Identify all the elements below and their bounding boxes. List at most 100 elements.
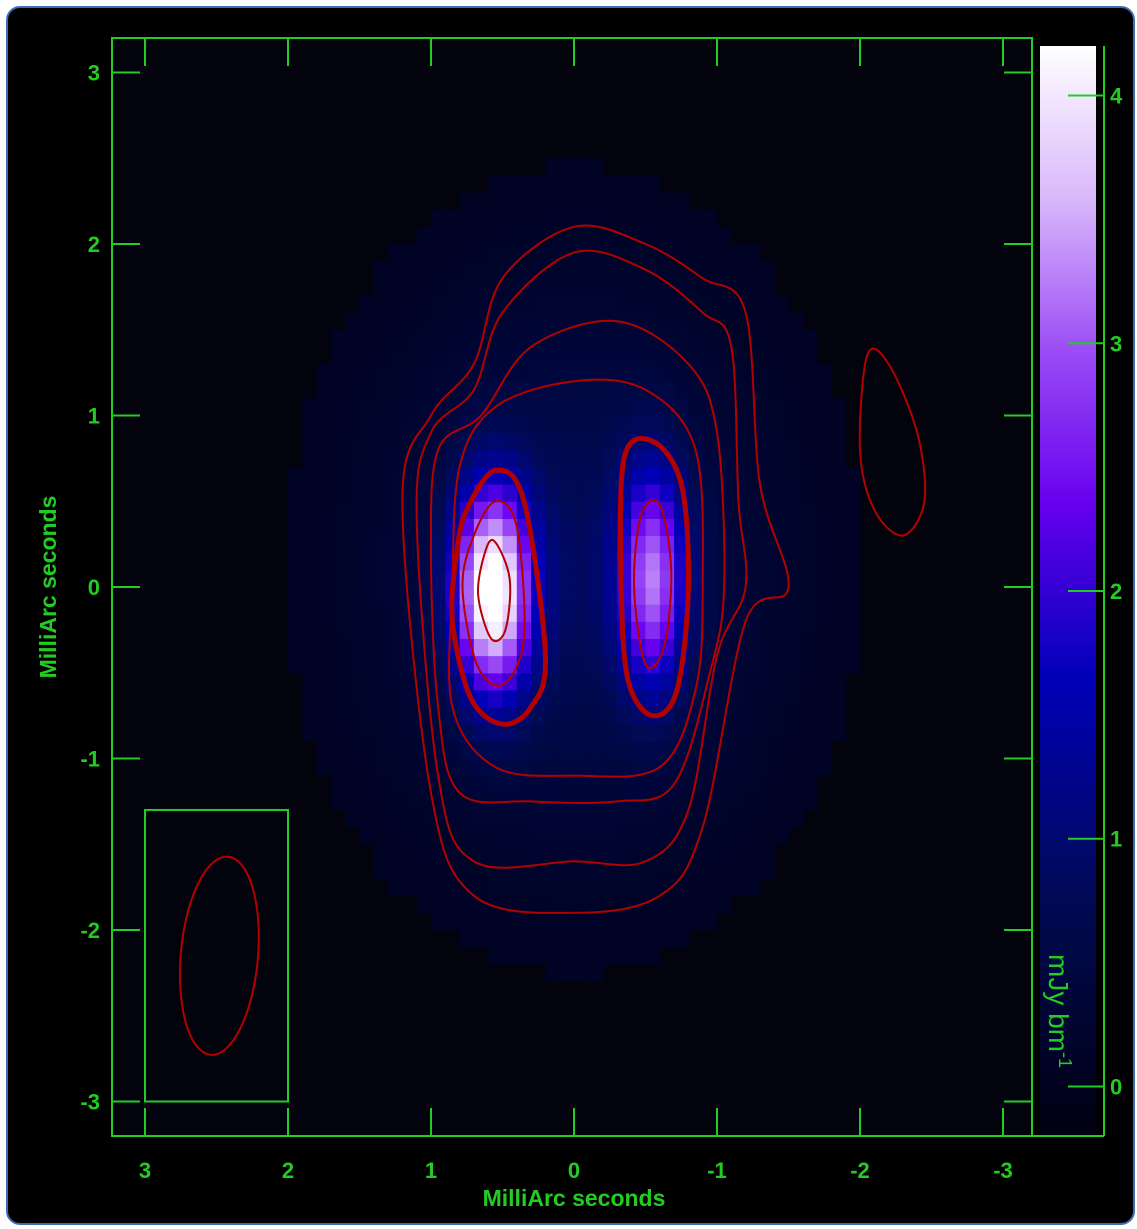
heatmap-cell xyxy=(759,689,775,708)
heatmap-cell xyxy=(531,364,546,382)
heatmap-cell xyxy=(659,792,675,811)
heatmap-cell xyxy=(330,364,346,382)
heatmap-cell xyxy=(345,792,361,811)
heatmap-cell xyxy=(516,655,532,674)
heatmap-cell xyxy=(702,724,718,742)
heatmap-cell xyxy=(402,501,418,519)
heatmap-cell xyxy=(759,261,775,279)
heatmap-cell xyxy=(373,278,389,297)
heatmap-cell xyxy=(616,295,632,314)
heatmap-cell xyxy=(445,244,461,262)
heatmap-cell xyxy=(831,689,847,708)
heatmap-cell xyxy=(717,861,732,880)
heatmap-cell xyxy=(631,484,647,502)
colorbar-label: mJy bm-1 xyxy=(1043,954,1075,1068)
heatmap-cell xyxy=(488,775,504,794)
heatmap-cell xyxy=(473,587,489,605)
figure-frame: 3 2 1 0 -1 -2 -3 3 2 1 0 -1 -2 -3 0 1 2 3 4 MilliArc seco… xyxy=(6,6,1135,1225)
heatmap-cell xyxy=(330,484,346,502)
heatmap-cell xyxy=(373,861,389,880)
heatmap-cell xyxy=(588,209,604,228)
heatmap-cell xyxy=(431,775,446,794)
heatmap-cell xyxy=(674,312,689,331)
heatmap-cell xyxy=(473,655,489,674)
heatmap-cell xyxy=(516,192,532,211)
heatmap-cell xyxy=(373,707,389,725)
heatmap-cell xyxy=(717,655,732,674)
heatmap-cell xyxy=(674,878,689,897)
heatmap-cell xyxy=(788,604,804,622)
heatmap-cell xyxy=(645,381,661,399)
heatmap-cell xyxy=(388,604,403,622)
heatmap-cell xyxy=(674,415,689,434)
heatmap-cell xyxy=(674,809,689,828)
colorbar-tick-label: 1 xyxy=(1110,827,1122,852)
heatmap-cell xyxy=(559,827,575,845)
heatmap-cell xyxy=(817,552,832,571)
heatmap-cell xyxy=(717,381,732,399)
heatmap-cell xyxy=(488,364,504,382)
heatmap-cell xyxy=(316,381,332,399)
heatmap-cell xyxy=(574,775,589,794)
heatmap-cell xyxy=(516,895,532,914)
heatmap-cell xyxy=(588,844,604,862)
heatmap-cell xyxy=(488,741,504,760)
heatmap-cell xyxy=(659,192,675,211)
heatmap-cell xyxy=(516,758,532,777)
heatmap-cell xyxy=(559,964,575,982)
heatmap-cell xyxy=(459,912,475,931)
heatmap-cell xyxy=(588,724,604,742)
heatmap-cell xyxy=(402,398,418,417)
heatmap-cell xyxy=(559,484,575,502)
heatmap-cell xyxy=(559,175,575,194)
heatmap-cell xyxy=(288,621,303,639)
heatmap-cell xyxy=(531,878,546,897)
heatmap-cell xyxy=(431,604,446,622)
heatmap-cell xyxy=(631,638,647,657)
heatmap-cell xyxy=(488,449,504,468)
heatmap-cell xyxy=(631,466,647,485)
heatmap-cell xyxy=(445,261,461,279)
heatmap-cell xyxy=(359,809,375,828)
heatmap-cell xyxy=(373,758,389,777)
heatmap-cell xyxy=(702,844,718,862)
heatmap-cell xyxy=(631,415,647,434)
heatmap-cell xyxy=(831,655,847,674)
heatmap-cell xyxy=(788,329,804,348)
heatmap-cell xyxy=(402,638,418,657)
heatmap-cell xyxy=(545,501,561,519)
heatmap-cell xyxy=(402,689,418,708)
heatmap-cell xyxy=(473,432,489,451)
heatmap-cell xyxy=(531,278,546,297)
heatmap-cell xyxy=(788,758,804,777)
heatmap-cell xyxy=(602,364,618,382)
heatmap-cell xyxy=(731,569,747,588)
heatmap-cell xyxy=(388,587,403,605)
heatmap-cell xyxy=(631,244,647,262)
heatmap-cell xyxy=(459,346,475,365)
heatmap-cell xyxy=(574,758,589,777)
heatmap-cell xyxy=(674,192,689,211)
heatmap-cell xyxy=(388,449,403,468)
heatmap-cell xyxy=(445,278,461,297)
heatmap-cell xyxy=(545,535,561,554)
heatmap-cell xyxy=(588,707,604,725)
heatmap-cell xyxy=(459,312,475,331)
heatmap-cell xyxy=(774,741,790,760)
heatmap-cell xyxy=(702,535,718,554)
heatmap-cell xyxy=(316,587,332,605)
heatmap-cell xyxy=(717,501,732,519)
heatmap-cell xyxy=(602,878,618,897)
heatmap-cell xyxy=(388,364,403,382)
heatmap-cell xyxy=(559,552,575,571)
heatmap-cell xyxy=(645,364,661,382)
heatmap-cell xyxy=(702,364,718,382)
heatmap-cell xyxy=(645,501,661,519)
heatmap-cell xyxy=(745,672,761,691)
heatmap-cell xyxy=(402,775,418,794)
heatmap-cell xyxy=(330,707,346,725)
heatmap-cell xyxy=(817,484,832,502)
heatmap-cell xyxy=(574,398,589,417)
beam-ellipse xyxy=(178,855,260,1056)
beam-inset xyxy=(144,808,289,1103)
